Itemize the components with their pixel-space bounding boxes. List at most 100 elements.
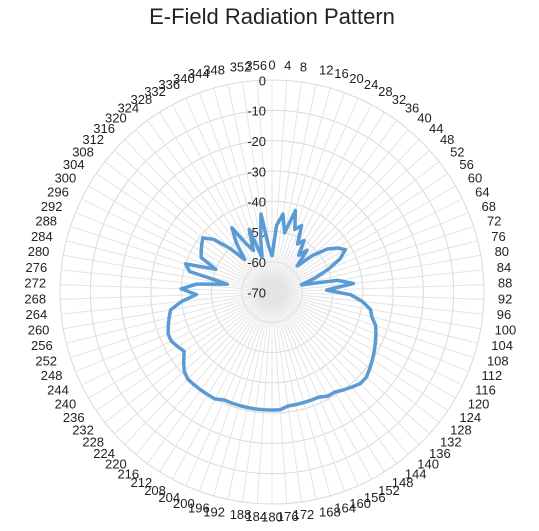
angle-label: 152 <box>378 483 400 498</box>
spoke <box>271 291 345 492</box>
angle-label: 232 <box>72 423 94 438</box>
r-tick-label: -70 <box>247 285 266 300</box>
angle-label: 216 <box>117 466 139 481</box>
spoke <box>271 291 449 411</box>
angle-label: 256 <box>31 338 53 353</box>
spoke <box>159 291 273 473</box>
spoke <box>146 120 273 293</box>
spoke <box>70 226 273 293</box>
spoke <box>63 291 273 330</box>
spoke <box>81 198 273 293</box>
spoke <box>95 173 273 293</box>
spoke <box>271 284 484 293</box>
angle-label: 52 <box>450 144 464 159</box>
angle-label: 16 <box>334 66 348 81</box>
spoke <box>271 291 385 473</box>
spoke <box>271 291 469 372</box>
angle-label: 112 <box>482 368 503 383</box>
r-tick-label: -40 <box>247 195 266 210</box>
angle-label: 312 <box>82 132 104 147</box>
spoke <box>271 291 302 503</box>
spoke <box>172 104 273 293</box>
spoke <box>242 81 273 293</box>
angle-label: 276 <box>26 260 48 275</box>
angle-label: 104 <box>491 338 513 353</box>
angle-label: 72 <box>487 214 501 229</box>
angle-label: 24 <box>364 77 378 92</box>
spoke <box>271 104 372 293</box>
angle-label: 288 <box>35 214 57 229</box>
spoke <box>271 98 359 293</box>
angle-label: 88 <box>498 276 512 291</box>
angle-label: 220 <box>105 457 127 472</box>
angle-label: 244 <box>47 383 69 398</box>
spoke <box>271 269 483 293</box>
spoke <box>88 291 273 399</box>
spoke <box>135 129 273 293</box>
spoke <box>70 291 273 358</box>
spoke <box>271 291 440 423</box>
spoke <box>256 80 273 293</box>
spoke <box>271 198 463 293</box>
spoke <box>271 212 469 293</box>
angle-label: 356 <box>245 58 267 73</box>
angle-label: 128 <box>450 423 472 438</box>
spoke <box>61 269 273 293</box>
angle-label: 28 <box>378 84 392 99</box>
angle-label: 296 <box>47 184 69 199</box>
angle-label: 292 <box>41 199 63 214</box>
angle-label: 60 <box>468 170 482 185</box>
angle-label: 116 <box>475 383 496 398</box>
angle-label: 192 <box>203 504 225 519</box>
spoke <box>271 291 420 445</box>
spoke <box>104 291 273 423</box>
chart-title: E-Field Radiation Pattern <box>149 4 395 29</box>
angle-label: 320 <box>105 110 127 125</box>
angle-label: 240 <box>55 396 77 411</box>
r-tick-label: 0 <box>259 73 266 88</box>
spoke <box>271 291 483 315</box>
angle-label: 84 <box>497 260 511 275</box>
angle-label: 12 <box>319 62 333 77</box>
spoke <box>75 212 273 293</box>
angle-label: 136 <box>429 446 451 461</box>
angle-label: 56 <box>459 157 473 172</box>
r-tick-label: -20 <box>247 134 266 149</box>
angle-label: 224 <box>93 446 115 461</box>
spoke <box>124 139 273 293</box>
spoke <box>114 149 273 293</box>
spoke <box>227 84 273 293</box>
angle-label: 344 <box>188 66 210 81</box>
angle-label: 352 <box>230 60 252 75</box>
spoke <box>124 291 273 445</box>
pattern-line <box>166 208 378 412</box>
angle-label: 168 <box>319 504 341 519</box>
angle-label: 208 <box>144 483 166 498</box>
spoke <box>172 291 273 480</box>
angle-label: 228 <box>82 435 104 450</box>
spoke <box>114 291 273 435</box>
angle-label: 316 <box>93 121 115 136</box>
angle-label: 48 <box>440 132 454 147</box>
spoke <box>185 98 273 293</box>
angle-label: 184 <box>245 509 267 524</box>
spoke <box>271 81 302 293</box>
angle-label: 40 <box>417 110 431 125</box>
angle-label: 4 <box>284 58 291 73</box>
r-tick-label: -10 <box>247 104 266 119</box>
angle-label: 248 <box>41 368 63 383</box>
spoke <box>271 291 331 496</box>
angle-label: 64 <box>475 184 489 199</box>
angle-label: 164 <box>334 501 356 516</box>
angle-label: 176 <box>277 509 299 524</box>
r-tick-label: -60 <box>247 255 266 270</box>
spoke <box>199 291 273 492</box>
angle-label: 92 <box>498 291 512 306</box>
spoke <box>271 80 288 293</box>
angle-label: 204 <box>158 490 180 505</box>
angle-label: 188 <box>230 507 252 522</box>
angle-label: 260 <box>28 323 50 338</box>
spoke <box>271 120 398 293</box>
spoke <box>271 149 430 293</box>
spoke <box>63 254 273 293</box>
